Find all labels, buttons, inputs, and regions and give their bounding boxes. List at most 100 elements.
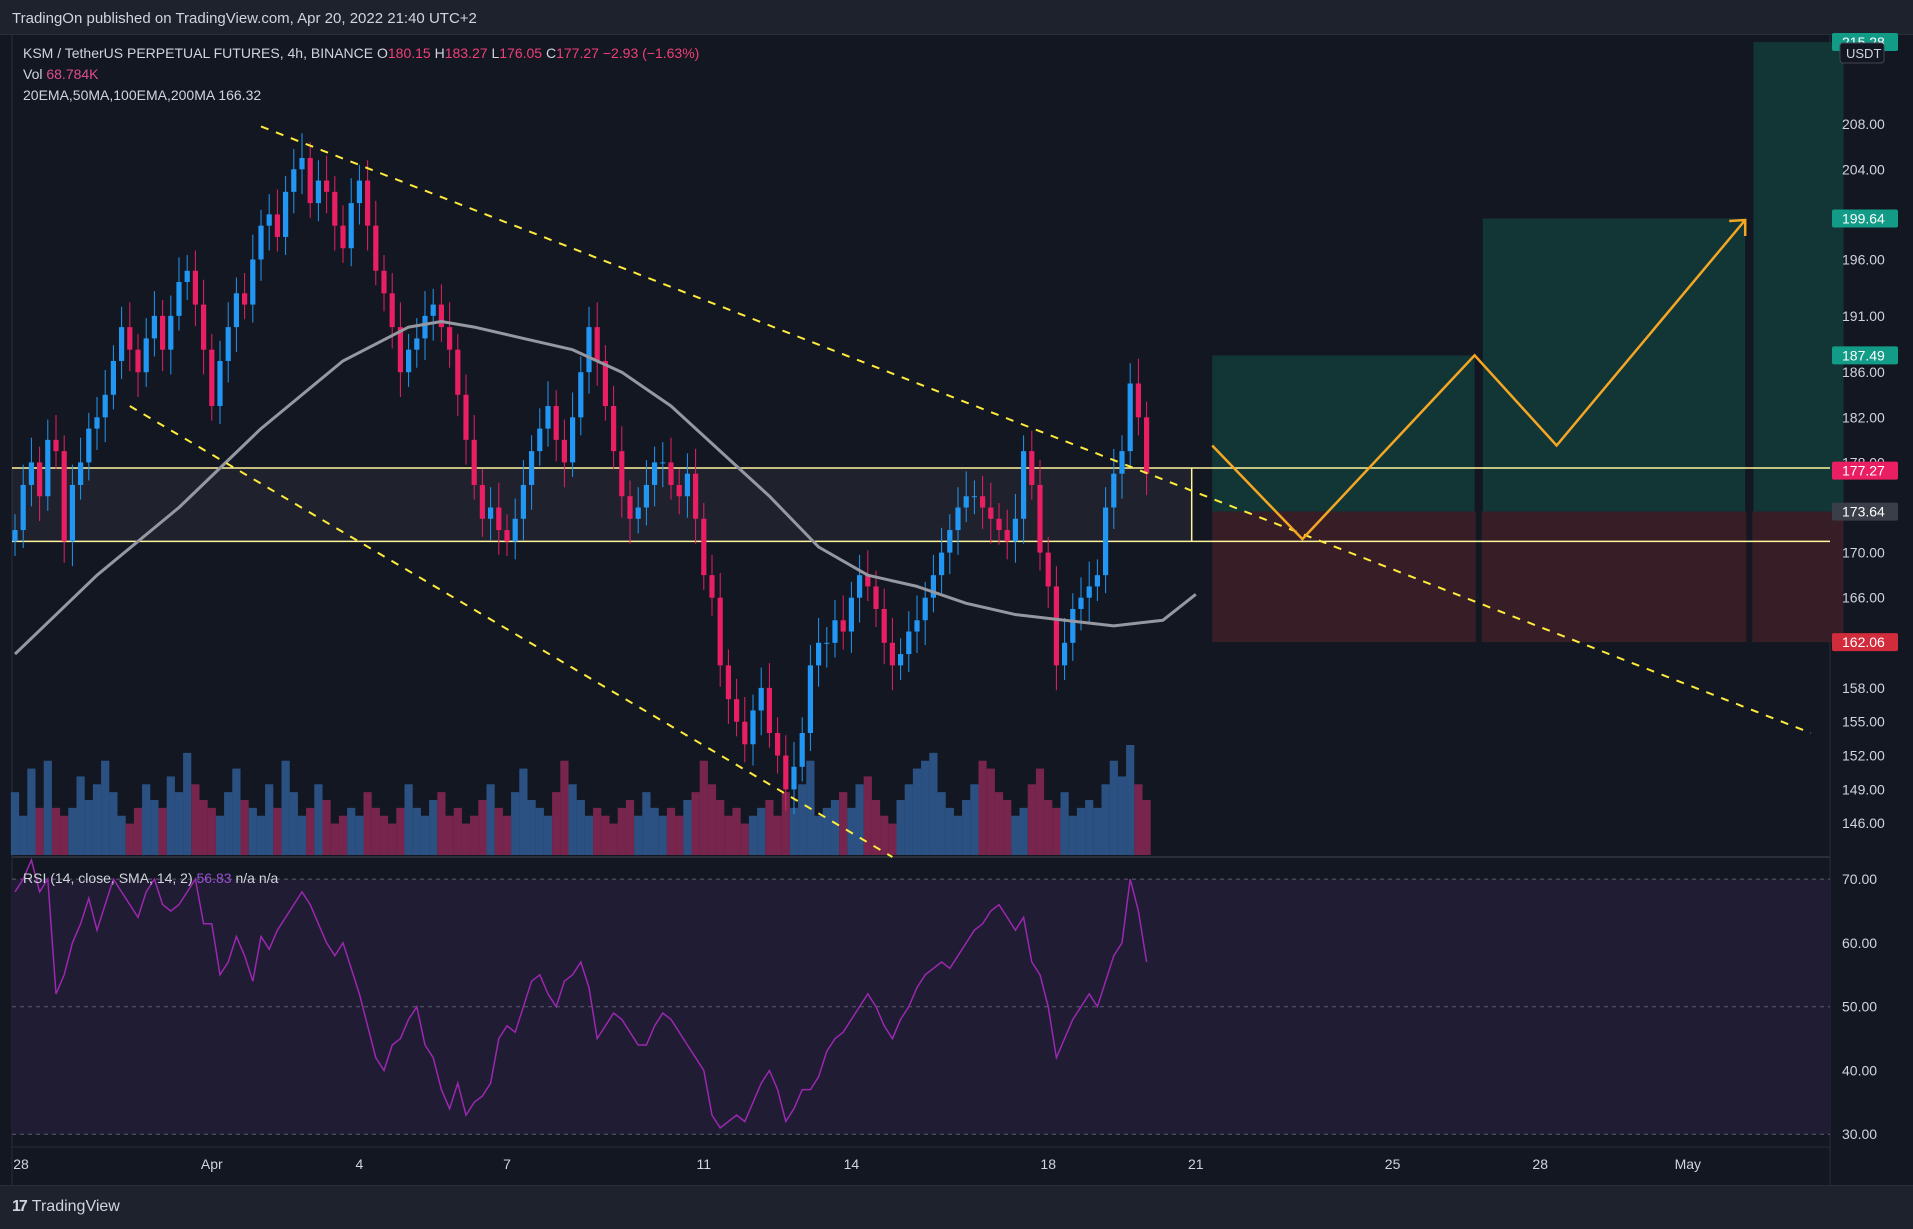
candle-body	[717, 597, 723, 666]
price-badge	[1832, 633, 1898, 652]
candle-body	[28, 462, 34, 485]
time-tick-label: 4	[356, 1156, 364, 1172]
candle-body	[939, 552, 945, 576]
legend-close-label: C	[545, 45, 557, 61]
candle-body	[1119, 451, 1125, 474]
volume-bar	[1068, 815, 1077, 855]
candle-body	[356, 180, 362, 204]
candle-body	[143, 338, 149, 373]
candle-body	[1029, 451, 1035, 485]
legend-rsi-label: RSI (14, close, SMA, 14, 2)	[23, 870, 193, 886]
candle-body	[283, 191, 289, 237]
volume-bar	[543, 815, 553, 855]
candle-body	[898, 654, 904, 666]
volume-bar	[847, 807, 856, 855]
candle-body	[414, 338, 420, 350]
candle-body	[758, 687, 764, 711]
volume-bar	[101, 760, 110, 855]
candle-body	[1127, 383, 1133, 452]
candle-body	[619, 451, 625, 497]
volume-bar	[330, 823, 339, 855]
volume-bar	[519, 768, 528, 855]
legend-ma-label: 20EMA,50MA,100EMA,200MA	[23, 87, 215, 103]
candle-body	[512, 518, 518, 542]
candle-body	[537, 428, 543, 452]
volume-bar	[1126, 745, 1135, 855]
volume-bar	[962, 800, 971, 855]
volume-bar	[51, 807, 61, 855]
candle-body	[53, 439, 59, 452]
volume-bar	[822, 807, 831, 855]
price-tick-label: 186.00	[1842, 364, 1885, 380]
time-tick-label: May	[1675, 1156, 1701, 1172]
time-tick-label: 14	[844, 1156, 860, 1172]
price-tick-label: 182.00	[1842, 409, 1885, 425]
candle-body	[365, 180, 371, 226]
price-tick-label: 166.00	[1842, 590, 1885, 606]
candle-body	[258, 225, 264, 260]
candle-body	[906, 631, 912, 655]
time-tick-label: 21	[1188, 1156, 1204, 1172]
candle-body	[750, 710, 756, 745]
candle-body	[119, 327, 125, 361]
volume-bar	[568, 784, 577, 855]
moving-average-line	[13, 320, 1197, 656]
volume-bar	[92, 784, 102, 855]
volume-bar	[978, 760, 987, 855]
candle-body	[1045, 552, 1051, 587]
legend-high-label: H	[434, 45, 445, 61]
candle-body	[668, 462, 674, 485]
candle-body	[701, 518, 707, 576]
candle-body	[348, 203, 354, 249]
volume-bar	[798, 784, 807, 855]
volume-bar	[863, 776, 872, 855]
candle-body	[110, 360, 116, 395]
candle-body	[602, 360, 608, 407]
candle-body	[881, 608, 887, 643]
tradingview-brand[interactable]: 17 TradingView	[12, 1198, 120, 1216]
candle-body	[381, 270, 387, 294]
target-zone	[1753, 42, 1844, 512]
volume-bar	[839, 792, 848, 855]
candle-body	[455, 349, 461, 395]
volume-bar	[511, 792, 520, 855]
volume-bar	[1060, 792, 1069, 855]
candle-body	[373, 225, 379, 271]
volume-bar	[207, 807, 216, 855]
rsi-tick-label: 50.00	[1842, 999, 1877, 1015]
candle-body	[963, 496, 969, 508]
volume-bar	[1101, 784, 1110, 855]
candle-body	[1012, 518, 1018, 542]
stop-zone	[1212, 511, 1844, 643]
candle-body	[160, 315, 166, 350]
candle-body	[676, 484, 682, 497]
candle-body	[742, 721, 748, 745]
price-tick-label: 204.00	[1842, 161, 1885, 177]
price-badge-label: 187.49	[1842, 347, 1885, 363]
projection-arrowhead	[1729, 218, 1747, 237]
candle-body	[1053, 586, 1059, 666]
projection-path	[1211, 219, 1747, 541]
candle-body	[816, 642, 822, 666]
time-tick-label: 11	[697, 1156, 712, 1172]
legend-open-value: 180.15	[387, 45, 431, 61]
brand-text: TradingView	[31, 1198, 120, 1215]
volume-bar	[43, 760, 52, 855]
tradingview-logo-icon: 17	[12, 1198, 28, 1215]
candle-body	[151, 315, 157, 339]
volume-bar	[912, 768, 922, 855]
legend-rsi-na2: n/a	[258, 870, 279, 886]
box-separator	[1475, 218, 1482, 643]
candle-body	[45, 439, 51, 497]
volume-bar	[765, 800, 774, 855]
candle-body	[332, 191, 338, 226]
candle-body	[520, 484, 526, 519]
candle-body	[832, 620, 838, 643]
volume-bar	[1019, 807, 1028, 855]
volume-bar	[306, 807, 315, 855]
candle-body	[840, 620, 846, 632]
candle-body	[422, 315, 428, 339]
volume-bar	[347, 807, 356, 855]
candle-body	[69, 484, 75, 542]
